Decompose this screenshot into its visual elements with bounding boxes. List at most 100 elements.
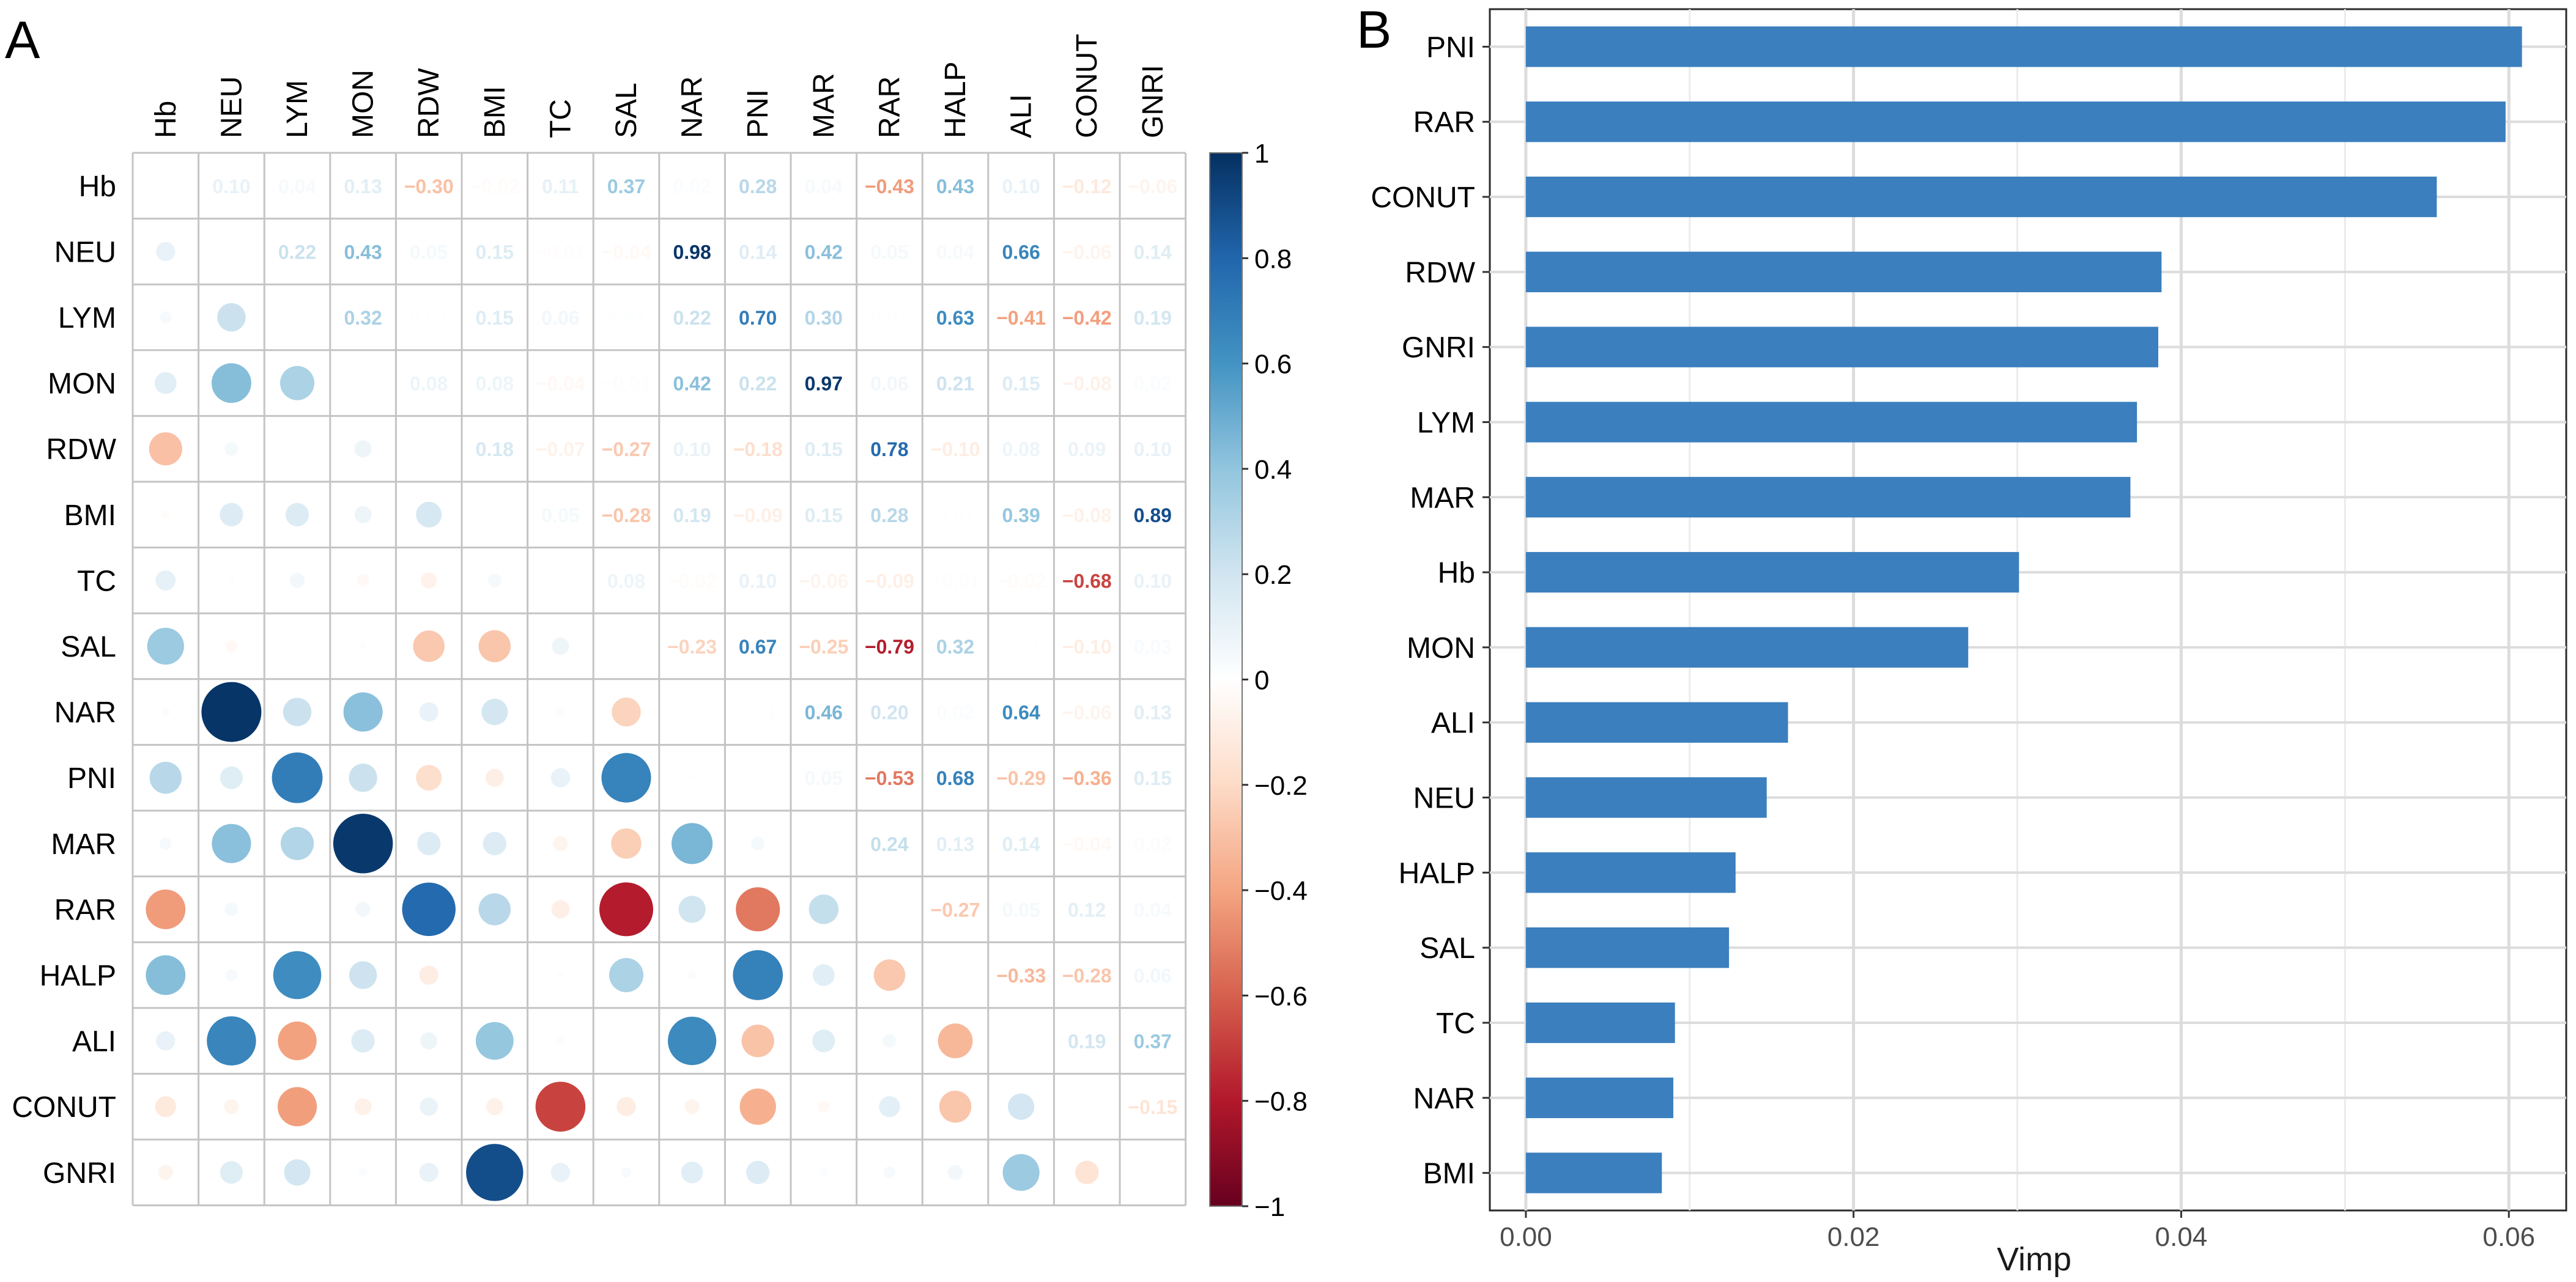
y-label-pni: PNI: [67, 762, 116, 795]
coef-label: 0.01: [739, 702, 777, 724]
coef-label: −0.43: [865, 175, 914, 197]
x-label-neu: NEU: [215, 76, 248, 138]
bar-sal: [1525, 927, 1730, 968]
coef-label: 0.19: [673, 504, 711, 526]
corr-circle: [481, 699, 508, 726]
corr-circle: [551, 900, 570, 919]
colorbar-tick-label: 0.6: [1254, 350, 1292, 380]
coef-label: 0.06: [1134, 965, 1172, 987]
bar-label-neu: NEU: [1413, 783, 1475, 815]
coef-label: 0.10: [1134, 570, 1172, 592]
corr-circle: [159, 837, 172, 850]
importance-bar-chart: PNI RAR CONUT RDW GNRI LYM MAR Hb MON ALI NEU HALP S…: [1371, 8, 2567, 1252]
corr-circle: [550, 768, 571, 787]
bar-label-hb: Hb: [1438, 557, 1475, 589]
x-label-mon: MON: [347, 70, 380, 138]
corr-circle: [155, 1096, 176, 1118]
corr-circle: [419, 965, 439, 985]
corr-circle: [343, 692, 383, 732]
colorbar-tick-label: −0.2: [1254, 771, 1308, 801]
corr-circle: [1002, 1154, 1040, 1191]
corr-circle: [736, 887, 780, 932]
corr-circle: [149, 762, 182, 794]
corr-circle: [273, 951, 322, 1000]
y-label-lym: LYM: [58, 302, 116, 334]
corr-circle: [947, 1165, 963, 1180]
corr-circle: [155, 570, 176, 591]
corr-circle: [156, 1031, 176, 1051]
bar-lym: [1525, 402, 2137, 443]
coef-label: −0.18: [733, 438, 783, 460]
coef-label: 0.08: [410, 373, 448, 395]
colorbar-tick-label: −1: [1254, 1192, 1285, 1222]
coef-label: 0.15: [1134, 767, 1172, 789]
corr-circle: [733, 950, 783, 1000]
corr-circle: [873, 959, 906, 991]
bar-label-gnri: GNRI: [1402, 332, 1475, 364]
coef-label: −0.42: [1062, 307, 1112, 329]
coef-label: 0.10: [739, 570, 777, 592]
bar-label-conut: CONUT: [1371, 182, 1475, 214]
corr-circle: [294, 446, 300, 452]
corr-circle: [478, 630, 511, 663]
corr-circle: [285, 503, 309, 526]
corr-circle: [684, 1099, 700, 1114]
corr-circle: [158, 1165, 173, 1180]
corr-circle: [939, 1091, 972, 1123]
y-label-mon: MON: [48, 368, 116, 400]
colorbar-gradient: [1209, 152, 1243, 1207]
coef-label: 0.39: [1002, 504, 1040, 526]
corr-circle: [672, 823, 713, 864]
corr-circle: [552, 638, 569, 655]
corr-circle: [553, 836, 568, 851]
corr-circle: [478, 893, 511, 926]
coef-label: −0.02: [996, 570, 1046, 592]
coef-label: 0.10: [1134, 438, 1172, 460]
coef-label: 0.21: [936, 373, 974, 395]
coef-label: 0.32: [936, 636, 974, 658]
coef-label: 0.15: [805, 504, 843, 526]
corr-circle: [228, 577, 235, 584]
corr-circle: [491, 972, 498, 978]
corr-circle: [224, 442, 239, 456]
corr-circle: [224, 902, 239, 916]
y-label-halp: HALP: [40, 960, 116, 992]
corr-circle: [741, 1024, 774, 1058]
bar-tc: [1525, 1002, 1675, 1044]
x-label-pni: PNI: [742, 89, 774, 138]
bar-rdw: [1525, 251, 2162, 293]
corr-circle: [678, 896, 706, 923]
corr-circle: [809, 894, 839, 924]
coef-label: 0.05: [541, 504, 579, 526]
coef-label: −0.06: [1062, 241, 1112, 263]
coef-label: 0.02: [1134, 373, 1172, 395]
x-tick-label: 0.02: [1827, 1222, 1880, 1252]
corr-circle: [535, 1081, 586, 1132]
corr-circle: [272, 752, 323, 803]
coef-label: −0.25: [799, 636, 848, 658]
coef-label: 0.70: [739, 307, 777, 329]
panel-b: B PNI RAR CONUT RDW GNRI LYM MAR Hb MON ALI NEU HAL…: [1356, 1, 2567, 1278]
coef-label: −0.09: [865, 570, 914, 592]
corr-circle: [283, 698, 312, 726]
bar-mon: [1525, 627, 1969, 668]
y-label-hb: Hb: [79, 171, 116, 203]
corr-circle: [550, 1163, 571, 1182]
corr-circle: [220, 503, 243, 526]
bar-label-ali: ALI: [1431, 707, 1475, 740]
corr-circle: [217, 303, 246, 332]
coef-label: −0.27: [931, 899, 980, 921]
bar-label-mar: MAR: [1410, 482, 1475, 514]
corr-circle: [883, 1166, 896, 1179]
corr-circle: [612, 697, 641, 727]
bar-ali: [1525, 702, 1788, 743]
corr-circle: [212, 823, 251, 863]
corr-circle: [289, 573, 305, 588]
bar-label-mon: MON: [1407, 632, 1475, 665]
corr-circle: [689, 775, 695, 781]
coef-label: −0.04: [1062, 833, 1112, 855]
corr-circle: [883, 1034, 897, 1048]
bar-label-bmi: BMI: [1423, 1158, 1475, 1190]
coef-label: 0.30: [805, 307, 843, 329]
